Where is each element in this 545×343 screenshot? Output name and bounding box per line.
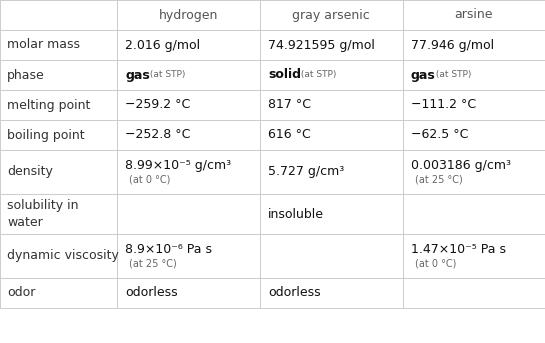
Text: (at 25 °C): (at 25 °C) — [129, 259, 177, 269]
Bar — [403, 30, 545, 60]
Bar — [0, 0, 117, 30]
Bar — [0, 60, 117, 90]
Bar — [117, 120, 260, 150]
Text: 2.016 g/mol: 2.016 g/mol — [125, 38, 201, 51]
Text: insoluble: insoluble — [268, 208, 324, 221]
Text: (at STP): (at STP) — [298, 71, 336, 80]
Text: boiling point: boiling point — [7, 129, 84, 142]
Bar — [0, 150, 117, 194]
Text: 8.99×10⁻⁵ g/cm³: 8.99×10⁻⁵ g/cm³ — [125, 159, 231, 172]
Bar — [0, 30, 117, 60]
Text: 5.727 g/cm³: 5.727 g/cm³ — [268, 166, 344, 178]
Text: 77.946 g/mol: 77.946 g/mol — [411, 38, 494, 51]
Bar — [260, 30, 403, 60]
Text: dynamic viscosity: dynamic viscosity — [7, 249, 119, 262]
Text: −62.5 °C: −62.5 °C — [411, 129, 468, 142]
Bar — [117, 90, 260, 120]
Bar — [260, 234, 403, 278]
Bar — [403, 90, 545, 120]
Bar — [0, 234, 117, 278]
Text: phase: phase — [7, 69, 45, 82]
Text: odorless: odorless — [268, 286, 320, 299]
Bar — [117, 0, 260, 30]
Bar — [403, 234, 545, 278]
Bar — [403, 120, 545, 150]
Text: 817 °C: 817 °C — [268, 98, 311, 111]
Bar — [117, 278, 260, 308]
Bar — [260, 150, 403, 194]
Text: odorless: odorless — [125, 286, 178, 299]
Text: 0.003186 g/cm³: 0.003186 g/cm³ — [411, 159, 511, 172]
Bar — [0, 90, 117, 120]
Bar — [260, 194, 403, 234]
Text: −259.2 °C: −259.2 °C — [125, 98, 190, 111]
Bar — [117, 234, 260, 278]
Text: molar mass: molar mass — [7, 38, 80, 51]
Text: (at 25 °C): (at 25 °C) — [415, 175, 463, 185]
Bar — [403, 60, 545, 90]
Bar — [0, 120, 117, 150]
Text: (at 0 °C): (at 0 °C) — [415, 259, 456, 269]
Text: solid: solid — [268, 69, 301, 82]
Text: 616 °C: 616 °C — [268, 129, 311, 142]
Bar — [260, 90, 403, 120]
Text: 1.47×10⁻⁵ Pa s: 1.47×10⁻⁵ Pa s — [411, 243, 506, 256]
Text: (at STP): (at STP) — [433, 71, 471, 80]
Bar — [260, 120, 403, 150]
Bar — [403, 194, 545, 234]
Text: (at 0 °C): (at 0 °C) — [129, 175, 171, 185]
Bar — [0, 194, 117, 234]
Text: 8.9×10⁻⁶ Pa s: 8.9×10⁻⁶ Pa s — [125, 243, 212, 256]
Bar — [117, 194, 260, 234]
Bar — [260, 0, 403, 30]
Text: −252.8 °C: −252.8 °C — [125, 129, 191, 142]
Text: 74.921595 g/mol: 74.921595 g/mol — [268, 38, 375, 51]
Text: gray arsenic: gray arsenic — [293, 9, 370, 22]
Text: melting point: melting point — [7, 98, 90, 111]
Text: −111.2 °C: −111.2 °C — [411, 98, 476, 111]
Text: solubility in
water: solubility in water — [7, 199, 78, 229]
Bar — [403, 0, 545, 30]
Text: (at STP): (at STP) — [147, 71, 185, 80]
Bar — [0, 278, 117, 308]
Bar — [117, 150, 260, 194]
Bar — [260, 278, 403, 308]
Text: odor: odor — [7, 286, 35, 299]
Text: density: density — [7, 166, 53, 178]
Text: gas: gas — [411, 69, 435, 82]
Text: hydrogen: hydrogen — [159, 9, 218, 22]
Bar — [117, 60, 260, 90]
Bar — [260, 60, 403, 90]
Bar — [403, 278, 545, 308]
Bar — [117, 30, 260, 60]
Bar — [403, 150, 545, 194]
Text: arsine: arsine — [455, 9, 493, 22]
Text: gas: gas — [125, 69, 150, 82]
